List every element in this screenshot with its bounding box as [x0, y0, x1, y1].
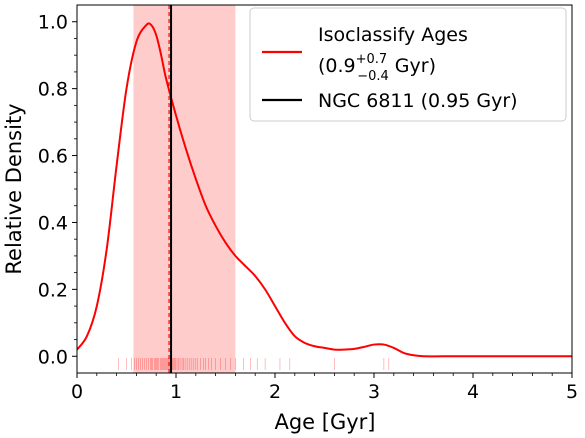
y-axis-label: Relative Density	[2, 103, 26, 274]
x-tick-label: 0	[71, 381, 83, 403]
x-tick-label: 1	[170, 381, 182, 403]
legend: Isoclassify Ages (0.9+0.7 −0.4 Gyr) NGC 68…	[249, 7, 567, 122]
y-tick-label: 0.8	[38, 79, 68, 101]
legend-label-isoclassify-range: (0.9+0.7 −0.4 Gyr)	[318, 52, 436, 84]
legend-label-isoclassify: Isoclassify Ages	[318, 24, 468, 46]
x-tick-label: 3	[368, 381, 380, 403]
legend-age-median: (0.9	[318, 55, 356, 77]
legend-age-upper: +0.7	[356, 52, 388, 67]
y-tick-label: 0.4	[38, 212, 68, 234]
legend-box	[249, 7, 567, 122]
x-tick-label: 5	[566, 381, 578, 403]
x-tick-label: 4	[467, 381, 479, 403]
x-axis-label: Age [Gyr]	[274, 410, 375, 434]
plot-content	[77, 5, 572, 373]
uncertainty-band	[133, 5, 236, 373]
plot-area	[77, 5, 572, 373]
legend-age-unit: Gyr)	[395, 55, 436, 77]
axes: 0 1 2 3 4 5 0.0 0.2 0.4 0.6 0.8 1.0	[38, 4, 578, 403]
density-curve	[77, 22, 572, 358]
legend-age-lower: −0.4	[357, 69, 389, 84]
y-tick-label: 1.0	[38, 12, 68, 34]
y-tick-label: 0.2	[38, 279, 68, 301]
y-tick-label: 0.6	[38, 146, 68, 168]
legend-label-ngc6811: NGC 6811 (0.95 Gyr)	[318, 90, 518, 112]
y-tick-label: 0.0	[38, 346, 68, 368]
x-tick-label: 2	[269, 381, 281, 403]
